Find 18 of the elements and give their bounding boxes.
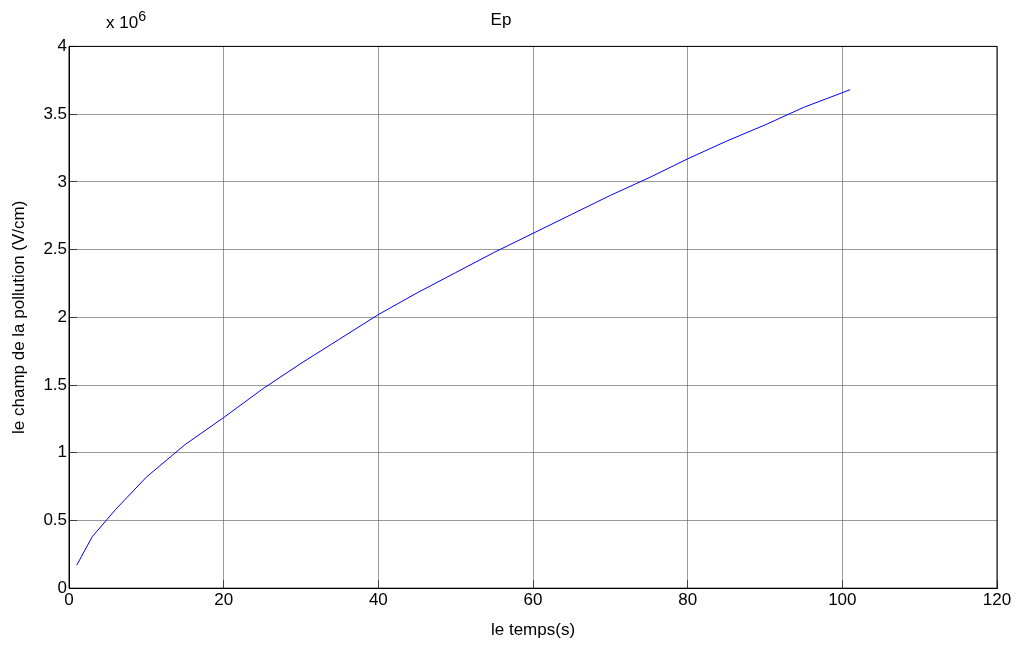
x-tick-label: 80 xyxy=(678,590,698,610)
y-tick-label: 2 xyxy=(57,306,68,326)
y-tick-label: 1.5 xyxy=(43,374,68,394)
x-tick-label: 40 xyxy=(368,590,388,610)
y-tick-label: 4 xyxy=(57,36,68,56)
y-tick-label: 3.5 xyxy=(43,103,68,123)
chart-title: Ep xyxy=(490,9,512,29)
y-tick-label: 3 xyxy=(57,171,68,191)
y-axis-title: le champ de la pollution (V/cm) xyxy=(8,200,28,434)
text: x 10$^{6}$ xyxy=(106,8,147,33)
y-tick-label: 1 xyxy=(57,442,68,462)
x-axis-title: le temps(s) xyxy=(490,620,576,640)
x-tick-label: 120 xyxy=(982,590,1012,610)
y-tick-label: 2.5 xyxy=(43,239,68,259)
x-tick-label: 20 xyxy=(214,590,234,610)
x-tick-label: 60 xyxy=(523,590,543,610)
y-tick-label: 0.5 xyxy=(43,510,68,530)
x-tick-label: 100 xyxy=(828,590,857,610)
